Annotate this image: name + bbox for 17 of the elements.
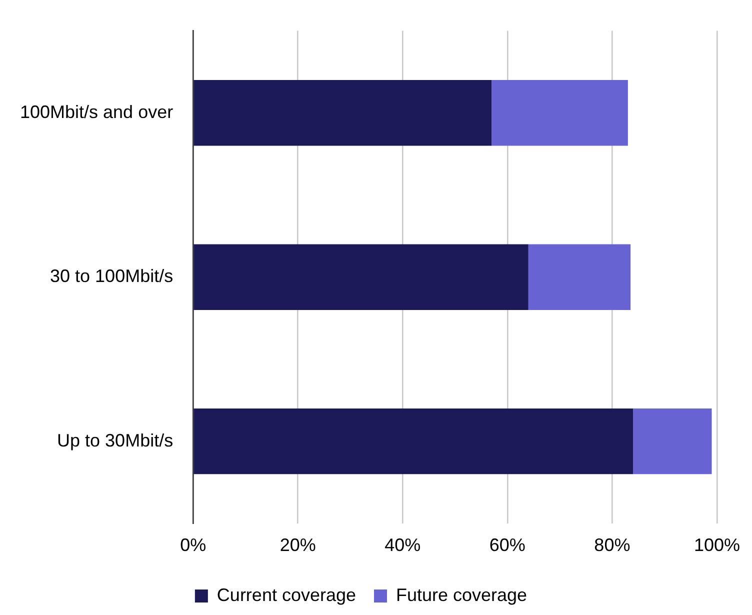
bar [194, 80, 492, 146]
bar [194, 244, 528, 310]
x-tick-label: 100% [694, 535, 740, 556]
legend-label: Current coverage [216, 584, 356, 605]
bar [194, 408, 634, 474]
x-tick-label: 80% [594, 535, 630, 556]
x-tick-label: 60% [489, 535, 526, 556]
x-tick-label: 40% [384, 535, 421, 556]
bar [633, 408, 712, 474]
y-tick-label: Up to 30Mbit/s [57, 430, 174, 450]
x-tick-label: 0% [180, 535, 206, 556]
legend-label: Future coverage [396, 584, 528, 605]
x-tick-label: 20% [280, 535, 316, 556]
bar [492, 80, 628, 146]
y-tick-label: 100Mbit/s and over [20, 102, 174, 122]
bar [528, 244, 631, 310]
y-tick-label: 30 to 100Mbit/s [50, 266, 174, 286]
